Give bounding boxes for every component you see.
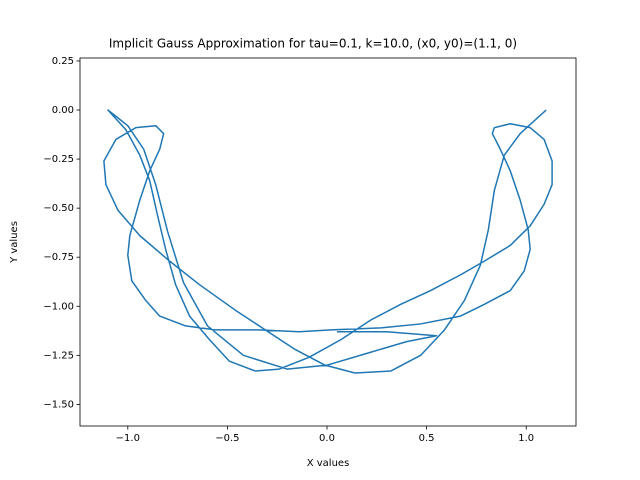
y-tick-label: −1.25 [43, 350, 74, 361]
x-tick-label: 0.5 [419, 433, 435, 444]
x-tick-label: −0.5 [215, 433, 239, 444]
y-tick-label: −1.00 [43, 301, 74, 312]
x-axis-label: X values [307, 458, 350, 469]
y-tick-label: −0.75 [43, 252, 74, 263]
y-tick-label: −1.50 [43, 399, 74, 410]
x-tick-label: 0.0 [319, 433, 335, 444]
data-line [103, 109, 553, 374]
plot-frame [79, 57, 577, 427]
y-tick-label: 0.25 [52, 56, 74, 67]
y-axis-label: Y values [9, 221, 20, 264]
y-tick-label: 0.00 [52, 105, 74, 116]
x-tick-label: 1.0 [518, 433, 534, 444]
y-tick-label: −0.50 [43, 203, 74, 214]
x-tick-label: −1.0 [116, 433, 140, 444]
chart-title: Implicit Gauss Approximation for tau=0.1… [109, 37, 517, 51]
y-tick-label: −0.25 [43, 154, 74, 165]
